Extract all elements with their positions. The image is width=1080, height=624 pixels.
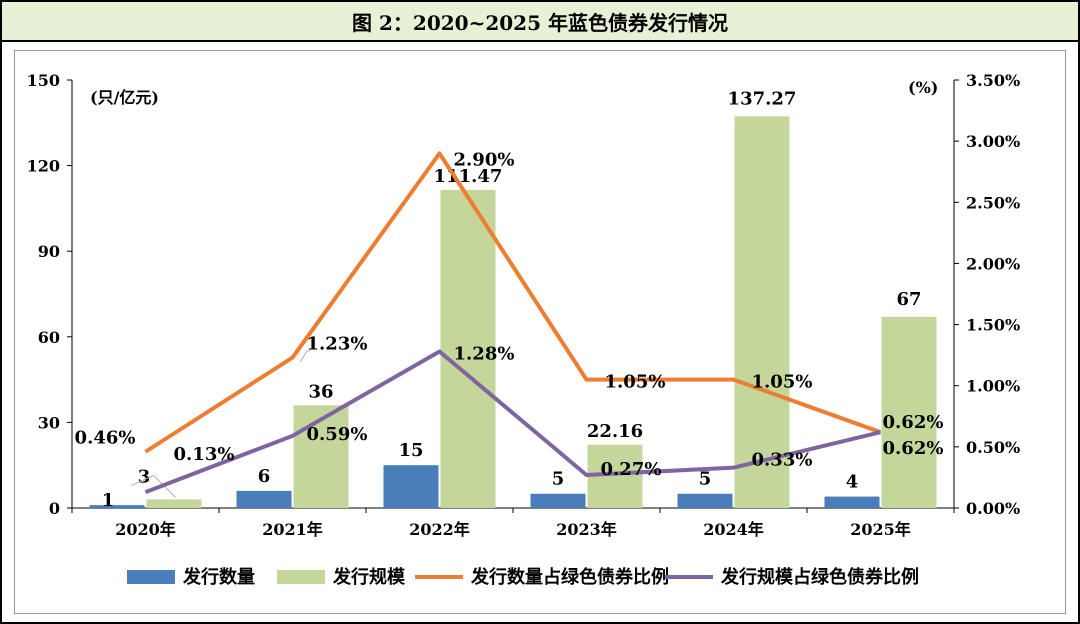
bar-label-issue-count: 6 [258,466,271,487]
bar-issue-scale [881,316,937,508]
line-label-count-ratio: 1.05% [752,372,813,393]
bar-issue-scale [734,116,790,508]
x-tick-label: 2023年 [556,520,617,539]
bar-issue-count [383,465,439,508]
x-tick-label: 2025年 [850,520,911,539]
left-tick-label: 90 [38,242,60,261]
bar-issue-scale [146,499,202,508]
legend-issue-scale-label: 发行规模 [332,566,406,588]
left-axis-unit: (只/亿元) [90,88,159,107]
right-axis-unit: (%) [908,78,938,97]
chart-svg: 0 30 60 90 120 150 0.00% 0.50% 1.00% 1.50% 2.00% 2.… [27,71,1021,588]
bar-label-issue-count: 15 [398,440,423,461]
legend-issue-count-swatch [127,570,175,584]
bar-issue-count [677,493,733,508]
bar-label-issue-scale: 22.16 [587,421,643,442]
line-label-scale-ratio: 0.59% [307,424,368,445]
bar-issue-count [89,505,145,508]
line-label-count-ratio: 1.05% [605,372,666,393]
left-tick-label: 0 [49,499,60,518]
plot-area: 0 30 60 90 120 150 0.00% 0.50% 1.00% 1.50% 2.00% 2.… [14,50,1066,614]
bar-label-issue-count: 4 [846,472,859,493]
left-tick-label: 30 [38,413,60,432]
line-label-scale-ratio: 0.62% [883,438,944,459]
legend-count-ratio-label: 发行数量占绿色债券比例 [470,566,669,588]
line-label-count-ratio: 0.46% [75,428,136,449]
legend-issue-count-label: 发行数量 [182,566,255,588]
line-label-count-ratio: 1.23% [307,334,368,355]
chart-title: 图 2：2020~2025 年蓝色债券发行情况 [352,10,728,35]
line-label-scale-ratio: 0.13% [174,444,235,465]
line-count-ratio [144,151,882,454]
right-tick-label: 3.50% [966,71,1020,90]
line-scale-ratio [144,349,881,494]
line-label-scale-ratio: 0.27% [601,459,662,480]
line-label-count-ratio: 0.62% [883,412,944,433]
bar-issue-scale [440,189,496,508]
bar-issue-count [824,496,880,508]
right-tick-label: 0.50% [966,438,1020,457]
line-label-count-ratio: 2.90% [454,149,515,170]
right-tick-label: 1.00% [966,377,1020,396]
line-label-scale-ratio: 1.28% [454,343,515,364]
x-tick-label: 2021年 [262,520,323,539]
right-tick-label: 3.00% [966,132,1020,151]
bar-issue-count [236,490,292,508]
right-tick-label: 0.00% [966,499,1020,518]
right-tick-label: 2.00% [966,254,1020,273]
x-tick-label: 2020年 [115,520,176,539]
line-label-scale-ratio: 0.33% [752,450,813,471]
bar-label-issue-scale: 36 [308,381,333,402]
bar-issue-scale [293,405,349,508]
legend-issue-scale-swatch [277,570,325,584]
legend-scale-ratio-label: 发行规模占绿色债券比例 [720,566,919,588]
x-tick-label: 2024年 [703,520,764,539]
bar-label-issue-count: 1 [102,490,115,511]
leader-line [300,349,311,362]
left-tick-label: 120 [27,157,60,176]
bar-label-issue-count: 5 [699,469,712,490]
bar-label-issue-count: 5 [552,469,565,490]
bar-label-issue-scale: 67 [896,289,921,310]
x-tick-label: 2022年 [409,520,470,539]
bar-label-issue-scale: 3 [138,466,151,487]
left-tick-label: 150 [27,71,60,90]
right-tick-label: 2.50% [966,193,1020,212]
bar-label-issue-scale: 137.27 [728,88,797,109]
bar-issue-count [530,493,586,508]
left-tick-label: 60 [38,328,60,347]
leader-line [131,474,176,498]
chart-title-bar: 图 2：2020~2025 年蓝色债券发行情况 [2,2,1078,42]
right-tick-label: 1.50% [966,316,1020,335]
